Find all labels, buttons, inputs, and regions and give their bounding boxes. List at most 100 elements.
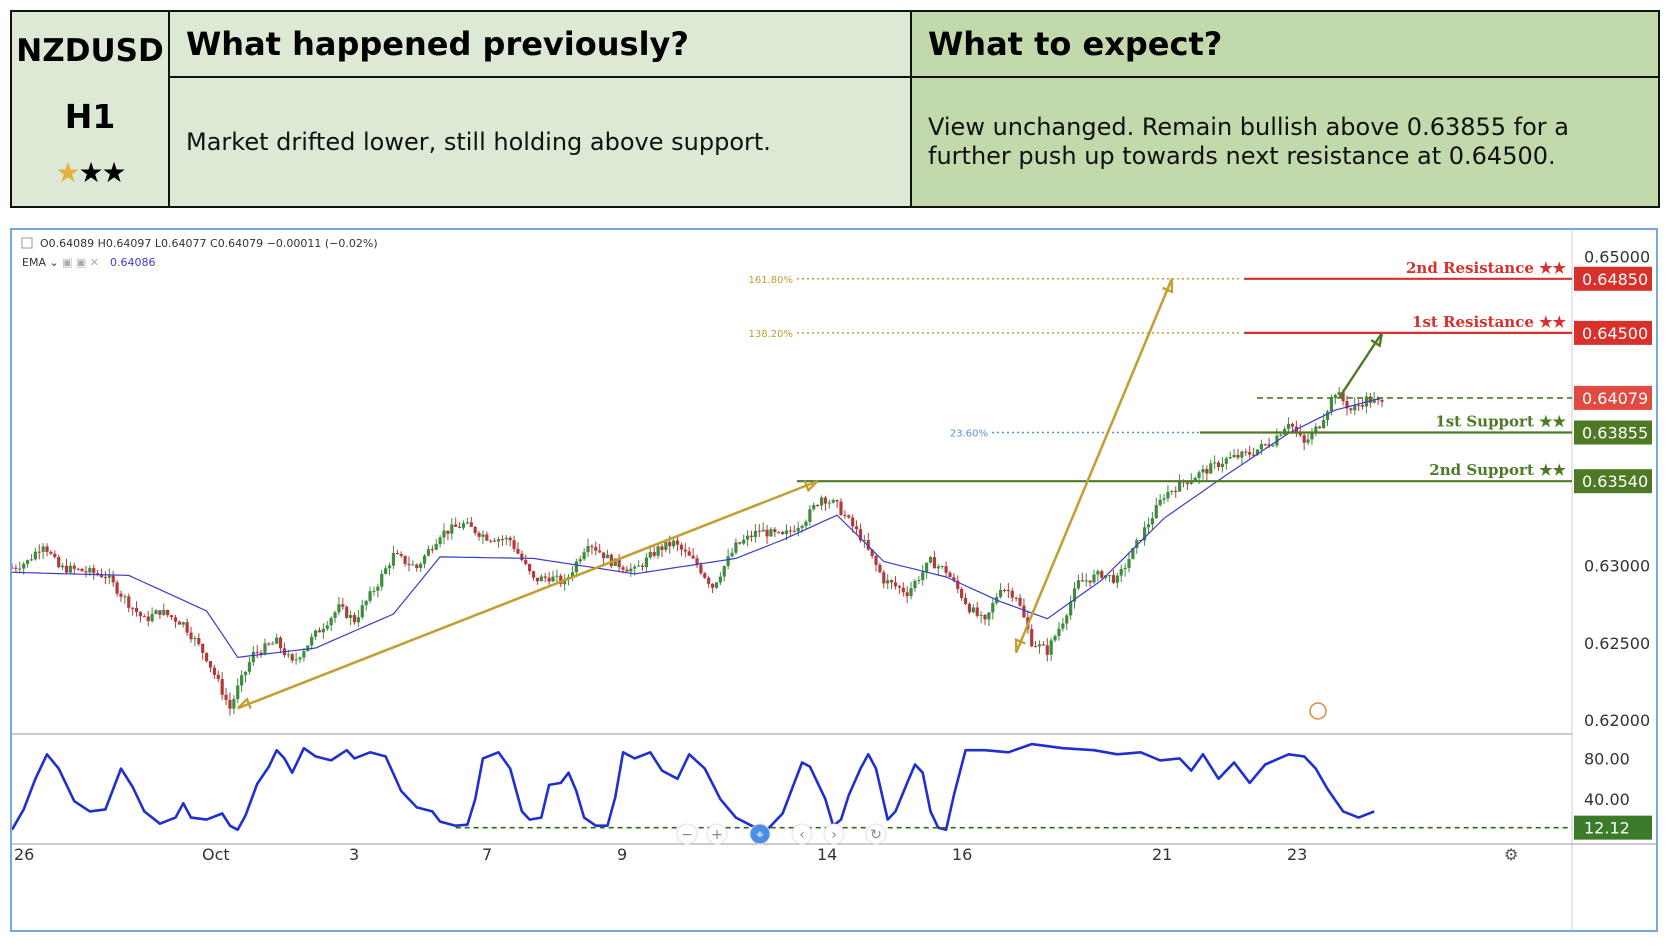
candle-body <box>57 557 61 568</box>
osc-tick-label: 80.00 <box>1584 749 1630 768</box>
candle-body <box>710 583 715 588</box>
candle-body <box>119 593 123 597</box>
candle-body <box>442 530 446 538</box>
candle-body <box>582 552 586 560</box>
stochastic-line <box>12 742 1375 832</box>
candle-body <box>259 652 263 655</box>
candle-body <box>337 604 341 613</box>
candle-body <box>574 561 578 573</box>
level-price-tag <box>1574 469 1652 494</box>
candles-group <box>12 387 1384 716</box>
scroll-right-button[interactable] <box>823 823 845 845</box>
candle-body <box>477 532 481 537</box>
prev-text: Market drifted lower, still holding abov… <box>168 76 912 208</box>
candle-body <box>563 579 567 585</box>
candle-body <box>1213 462 1217 464</box>
candle-body <box>913 580 917 589</box>
candle-body <box>749 535 754 538</box>
candle-body <box>469 522 473 527</box>
candle-body <box>201 643 205 653</box>
time-tick-label: Oct <box>202 845 230 864</box>
zoom-out-button[interactable] <box>676 823 698 845</box>
candle-body <box>1111 575 1116 583</box>
indicator-controls: ▣ ▣ ✕ <box>62 256 99 269</box>
candle-body <box>333 612 337 619</box>
candle-body <box>1267 444 1271 447</box>
candle-body <box>551 576 555 582</box>
candle-body <box>656 546 660 556</box>
candle-body <box>251 651 255 663</box>
candle-body <box>960 588 964 598</box>
level-price-tag <box>1574 420 1652 445</box>
candle-body <box>745 535 750 540</box>
refresh-button[interactable] <box>865 823 887 845</box>
fib-level-label: 138.20% <box>749 329 794 340</box>
candle-body <box>1271 445 1275 447</box>
candle-body <box>356 617 360 623</box>
candle-body <box>465 522 469 524</box>
candle-body <box>391 552 396 566</box>
collapse-icon[interactable] <box>21 237 33 249</box>
candle-body <box>874 556 878 565</box>
candle-body <box>594 547 598 551</box>
candle-body <box>520 553 524 561</box>
candle-body <box>1146 524 1151 528</box>
candle-body <box>127 596 131 608</box>
candle-body <box>1228 457 1232 459</box>
candle-body <box>68 565 72 573</box>
candle-body <box>804 521 808 526</box>
candle-body <box>1201 469 1205 473</box>
candle-body <box>897 586 901 588</box>
ema-legend-value: 0.64086 <box>110 256 156 269</box>
candle-body <box>1127 559 1131 568</box>
candle-body <box>629 568 633 572</box>
candle-body <box>827 502 831 504</box>
zoom-in-button[interactable] <box>706 823 728 845</box>
candle-body <box>535 577 540 582</box>
candle-body <box>349 615 353 618</box>
candle-body <box>14 567 18 569</box>
candle-body <box>395 552 399 555</box>
candle-body <box>1193 477 1197 481</box>
candle-body <box>917 580 921 582</box>
candle-body <box>310 636 314 646</box>
candle-body <box>1154 505 1158 519</box>
fib-extension-arrow-back <box>1015 278 1173 654</box>
candle-body <box>1259 444 1263 450</box>
reset-zoom-button[interactable] <box>749 823 771 845</box>
scroll-left-button[interactable] <box>791 823 813 845</box>
candle-body <box>800 525 804 528</box>
candle-body <box>586 546 590 553</box>
candle-body <box>240 675 244 686</box>
candle-body <box>267 643 271 645</box>
expect-text: View unchanged. Remain bullish above 0.6… <box>910 76 1660 208</box>
candle-body <box>1372 399 1376 403</box>
candle-body <box>1139 539 1143 541</box>
candle-body <box>792 530 796 532</box>
candle-body <box>80 568 84 572</box>
candle-body <box>1341 392 1345 402</box>
candle-body <box>757 530 761 532</box>
candle-body <box>1150 518 1154 525</box>
candle-body <box>45 546 49 553</box>
price-chart[interactable]: 0.65000 0.63000 0.62500 0.62000 161.80% 138.2… <box>12 230 1656 930</box>
candle-body <box>1072 588 1077 602</box>
candle-body <box>675 540 680 545</box>
candle-body <box>660 546 664 550</box>
candle-body <box>769 529 773 537</box>
candle-body <box>92 568 96 574</box>
news-flag-icon[interactable] <box>1309 702 1327 720</box>
candle-body <box>730 552 734 557</box>
candle-body <box>76 568 80 570</box>
chart-panel[interactable]: 0.65000 0.63000 0.62500 0.62000 161.80% 138.2… <box>10 228 1658 932</box>
candle-body <box>909 588 913 597</box>
candle-body <box>1174 490 1178 492</box>
candle-body <box>971 607 975 613</box>
candle-body <box>205 652 209 662</box>
candle-body <box>967 603 972 613</box>
candle-body <box>1209 463 1213 474</box>
candle-body <box>1166 491 1170 499</box>
candle-body <box>1142 527 1147 541</box>
candle-body <box>150 614 154 622</box>
candle-body <box>364 600 368 606</box>
